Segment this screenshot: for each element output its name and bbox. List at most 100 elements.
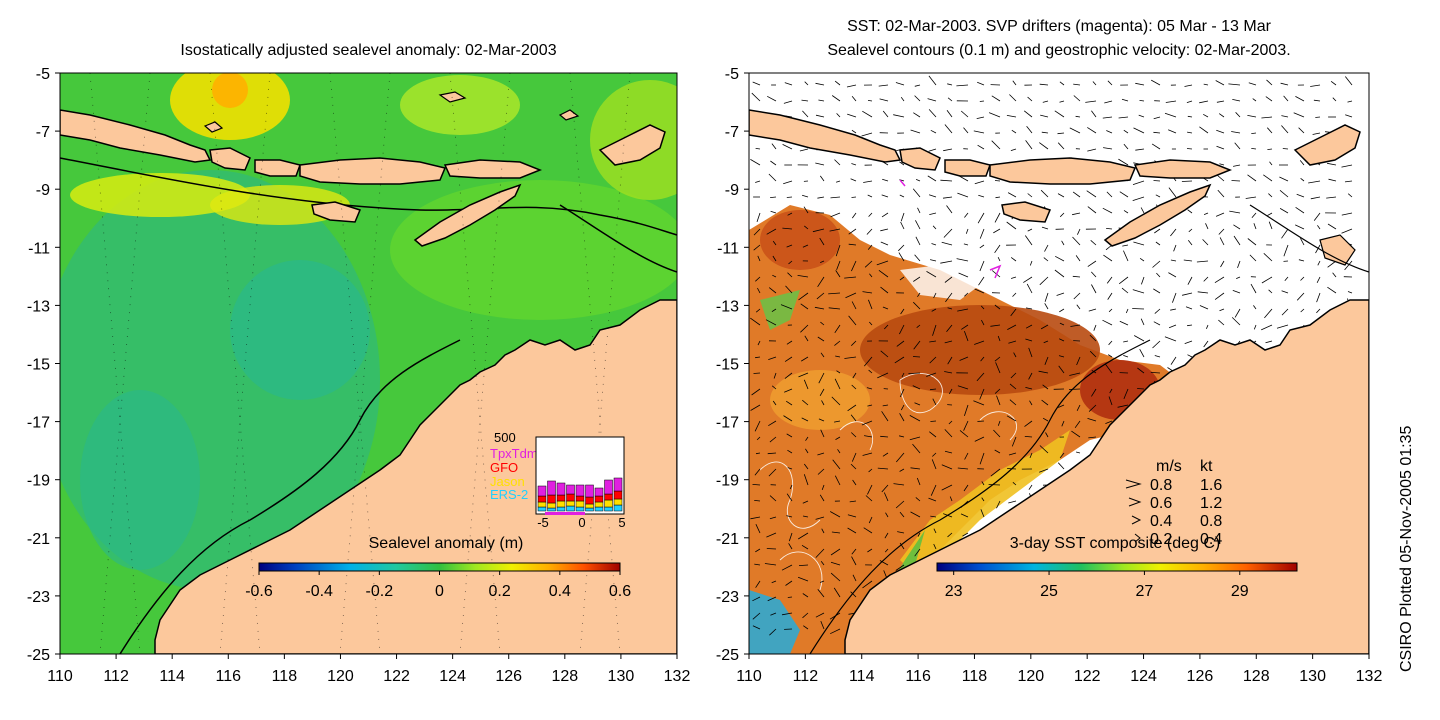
velocity-arrow <box>1261 324 1273 331</box>
velocity-arrow <box>1057 193 1065 198</box>
velocity-arrow <box>899 161 905 166</box>
velocity-arrow <box>930 129 937 134</box>
velocity-arrow <box>797 275 809 278</box>
velocity-arrow <box>894 356 905 364</box>
velocity-arrow <box>1153 116 1161 120</box>
velocity-arrow <box>1044 244 1049 252</box>
inset-bar-segment <box>556 494 566 502</box>
right-ytick-label: -5 <box>725 66 739 83</box>
velocity-arrow <box>1332 272 1337 278</box>
right-ytick-label: -19 <box>716 473 739 490</box>
velocity-arrow <box>869 273 873 278</box>
velocity-arrow <box>900 212 905 222</box>
velocity-arrow <box>1123 143 1129 150</box>
velocity-arrow <box>1044 292 1049 302</box>
velocity-arrow <box>868 212 873 217</box>
velocity-arrow <box>1042 100 1049 103</box>
velocity-arrow <box>1059 81 1065 86</box>
velocity-arrow <box>781 612 793 616</box>
velocity-arrow <box>1347 100 1353 103</box>
velocity-arrow <box>1187 115 1193 118</box>
velocity-arrow <box>1298 259 1305 262</box>
inset-bar-segment <box>604 499 613 508</box>
velocity-arrow <box>912 443 921 454</box>
velocity-arrow <box>801 99 809 102</box>
velocity-arrow <box>829 228 841 232</box>
velocity-arrow <box>834 159 841 166</box>
velocity-arrow <box>1187 276 1193 285</box>
velocity-arrow <box>899 324 905 335</box>
velocity-arrow <box>782 227 793 230</box>
velocity-arrow <box>977 212 985 224</box>
velocity-arrow <box>834 340 841 346</box>
velocity-arrow <box>1041 399 1049 406</box>
velocity-arrow <box>956 84 969 87</box>
right-colorbar-tick-label: 25 <box>1040 583 1058 600</box>
velocity-arrow <box>1010 308 1017 317</box>
inset-bar-segment <box>547 480 556 496</box>
velocity-arrow <box>1267 212 1273 216</box>
velocity-arrow <box>1344 76 1353 86</box>
left-xtick-label: 130 <box>608 668 635 685</box>
velocity-arrow <box>1103 147 1113 150</box>
velocity-arrow <box>1153 180 1161 182</box>
velocity-arrow <box>820 429 825 438</box>
inset-legend-gfo: GFO <box>490 460 518 475</box>
velocity-arrow <box>1108 396 1113 406</box>
velocity-arrow <box>899 388 905 398</box>
velocity-arrow <box>1075 255 1081 262</box>
velocity-arrow <box>994 356 1001 362</box>
velocity-arrow <box>1263 253 1273 262</box>
bathymetry-contour-shelf <box>119 339 461 654</box>
velocity-arrow <box>1118 158 1129 166</box>
velocity-arrow <box>1316 276 1321 283</box>
velocity-arrow <box>1088 436 1097 439</box>
small-island <box>558 109 580 121</box>
velocity-arrow <box>1283 95 1289 102</box>
velocity-arrow <box>1121 98 1129 102</box>
velocity-arrow <box>914 95 921 102</box>
velocity-arrow <box>881 484 889 493</box>
velocity-arrow <box>1076 356 1081 366</box>
velocity-arrow <box>994 304 1001 310</box>
velocity-arrow <box>852 372 857 379</box>
velocity-arrow <box>947 97 953 102</box>
velocity-arrow <box>815 162 825 166</box>
velocity-arrow <box>964 212 969 218</box>
velocity-arrow <box>754 468 761 476</box>
velocity-arrow <box>928 109 937 118</box>
left-colorbar-tick-label: -0.6 <box>245 583 273 600</box>
velocity-arrow <box>1234 308 1241 318</box>
bathymetry-contour-north <box>60 157 677 236</box>
velocity-arrow <box>817 336 825 342</box>
velocity-arrow <box>1219 237 1225 246</box>
velocity-arrow <box>1310 196 1321 200</box>
velocity-arrow <box>1187 131 1193 134</box>
left-xtick-label: 112 <box>103 668 129 685</box>
velocity-arrow <box>1253 324 1257 330</box>
left-xtick-label: 128 <box>551 668 578 685</box>
velocity-arrow <box>1039 468 1049 473</box>
velocity-arrow <box>1249 254 1257 262</box>
velocity-arrow <box>929 340 937 343</box>
velocity-arrow <box>847 514 857 518</box>
velocity-arrow <box>814 306 825 310</box>
velocity-arrow <box>798 564 809 566</box>
small-island <box>203 121 224 133</box>
velocity-arrow <box>802 612 809 619</box>
velocity-arrow <box>931 308 937 312</box>
velocity-arrow <box>1091 271 1097 278</box>
velocity-arrow <box>1123 250 1129 262</box>
velocity-arrow <box>1156 272 1161 278</box>
velocity-arrow <box>1228 83 1241 86</box>
velocity-arrow <box>932 452 937 457</box>
velocity-arrow <box>783 180 793 185</box>
velocity-arrow <box>1268 221 1273 230</box>
velocity-arrow <box>900 221 905 230</box>
velocity-arrow <box>1308 180 1321 184</box>
velocity-arrow <box>830 572 841 582</box>
velocity-arrow <box>1155 194 1161 198</box>
velocity-arrow <box>877 372 889 379</box>
velocity-arrow <box>753 244 761 251</box>
velocity-arrow <box>768 287 777 294</box>
